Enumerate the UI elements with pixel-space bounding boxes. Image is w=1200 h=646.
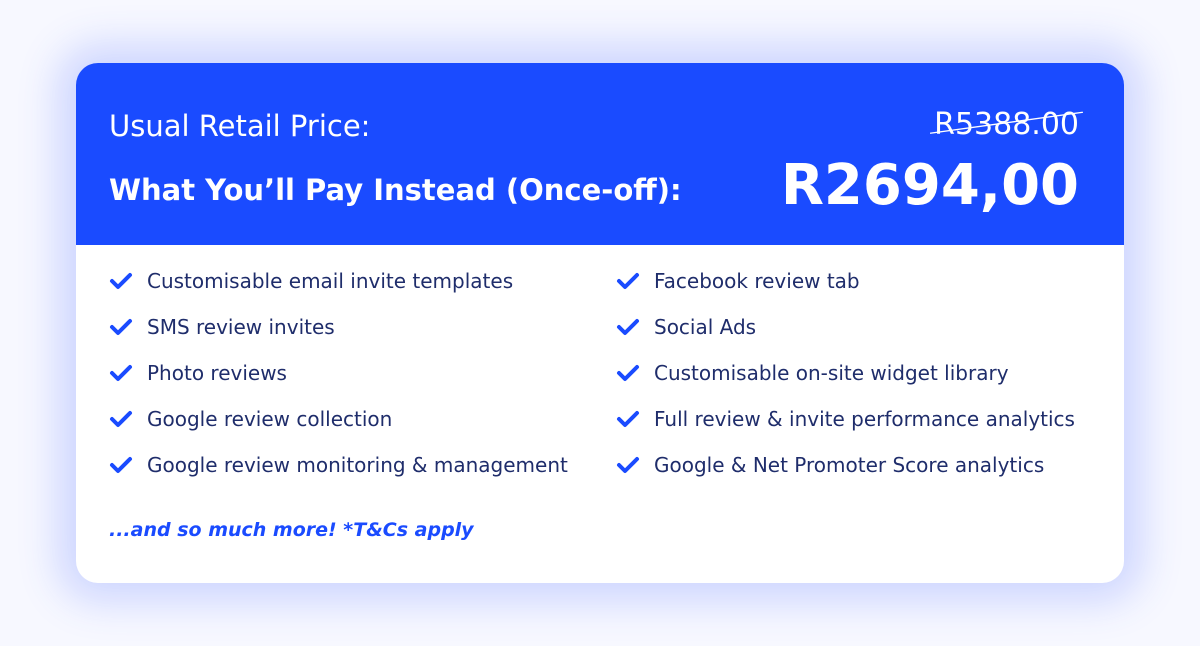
feature-item: SMS review invites [109,314,616,340]
feature-item: Customisable on-site widget library [616,360,1096,386]
check-icon [110,411,132,427]
feature-list: Customisable email invite templates Faceb… [109,268,1096,478]
retail-price-value: R5388.00 [934,107,1079,142]
feature-label: Full review & invite performance analyti… [654,407,1075,431]
pay-price: R2694,00 [780,153,1079,218]
feature-item: Photo reviews [109,360,616,386]
retail-price-label: Usual Retail Price: [109,109,371,143]
retail-price: R5388.00 [930,107,1083,142]
feature-label: Customisable email invite templates [147,269,514,293]
pay-price-label: What You’ll Pay Instead (Once-off): [109,173,682,207]
check-icon [617,273,639,289]
check-icon [617,411,639,427]
check-icon [617,319,639,335]
feature-item: Google review monitoring & management [109,452,616,478]
pricing-card: Usual Retail Price: R5388.00 What You’ll… [76,63,1124,583]
feature-item: Google review collection [109,406,616,432]
check-icon [617,457,639,473]
check-icon [110,273,132,289]
feature-item: Full review & invite performance analyti… [616,406,1096,432]
feature-item: Facebook review tab [616,268,1096,294]
pricing-header: Usual Retail Price: R5388.00 What You’ll… [76,63,1124,245]
feature-label: Photo reviews [147,361,287,385]
feature-label: Google & Net Promoter Score analytics [654,453,1045,477]
feature-label: Google review monitoring & management [147,453,568,477]
check-icon [110,457,132,473]
feature-label: SMS review invites [147,315,335,339]
feature-label: Customisable on-site widget library [654,361,1009,385]
feature-item: Social Ads [616,314,1096,340]
footnote: ...and so much more! *T&Cs apply [109,519,474,541]
feature-label: Facebook review tab [654,269,860,293]
feature-label: Social Ads [654,315,757,339]
check-icon [617,365,639,381]
feature-label: Google review collection [147,407,393,431]
check-icon [110,365,132,381]
feature-item: Customisable email invite templates [109,268,616,294]
check-icon [110,319,132,335]
feature-item: Google & Net Promoter Score analytics [616,452,1096,478]
strikethrough-line [930,111,1083,134]
